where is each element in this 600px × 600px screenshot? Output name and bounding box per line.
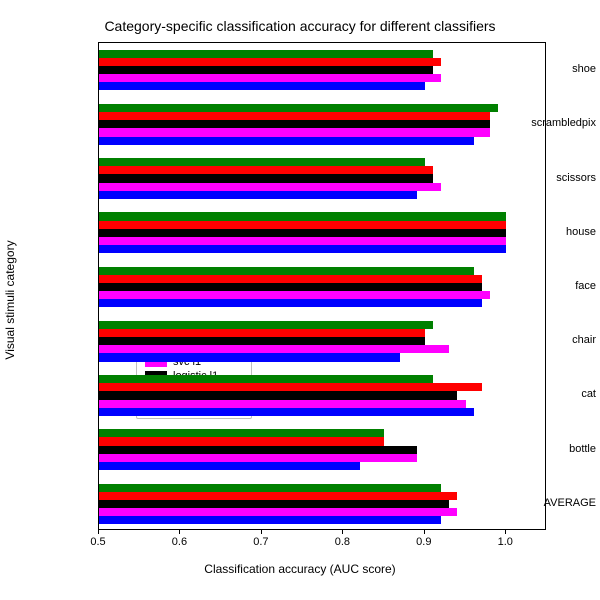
bar [99,112,490,120]
bar [99,383,482,391]
chart-title: Category-specific classification accurac… [0,18,600,34]
bar [99,174,433,182]
x-tick-label: 0.6 [172,536,187,548]
y-tick-label: shoe [504,63,596,75]
bar [99,375,433,383]
x-tick [261,530,262,534]
y-tick-label: bottle [504,443,596,455]
bar [99,484,441,492]
bar [99,337,425,345]
bar [99,391,457,399]
y-tick-label: cat [504,388,596,400]
x-tick [342,530,343,534]
bar [99,237,506,245]
x-tick [179,530,180,534]
bar [99,74,441,82]
plot-area: svc l2svc l1logistic l1logistic l2ridge … [98,42,546,530]
bar [99,400,466,408]
x-axis-label: Classification accuracy (AUC score) [0,562,600,576]
x-tick [505,530,506,534]
bar [99,408,474,416]
bar [99,212,506,220]
bar [99,50,433,58]
bar [99,321,433,329]
x-tick-label: 0.9 [416,536,431,548]
bar [99,283,482,291]
bar [99,516,441,524]
bar [99,329,425,337]
bar [99,275,482,283]
y-tick-label: house [504,226,596,238]
x-tick [424,530,425,534]
bar [99,454,417,462]
figure: Category-specific classification accurac… [0,0,600,600]
bar [99,183,441,191]
bar [99,462,360,470]
y-axis-label: Visual stimuli category [3,240,17,359]
bar [99,229,506,237]
y-tick-label: scrambledpix [504,117,596,129]
bar [99,492,457,500]
bar [99,245,506,253]
bar [99,166,433,174]
x-tick-label: 1.0 [498,536,513,548]
bar [99,221,506,229]
bar [99,267,474,275]
bar [99,353,400,361]
bar [99,128,490,136]
bar [99,120,490,128]
y-tick-label: face [504,280,596,292]
bar [99,500,449,508]
bar [99,191,417,199]
bar [99,299,482,307]
x-tick-label: 0.5 [90,536,105,548]
x-tick-label: 0.8 [335,536,350,548]
y-tick-label: scissors [504,172,596,184]
x-tick-label: 0.7 [253,536,268,548]
bar [99,291,490,299]
y-tick-label: chair [504,334,596,346]
bar [99,429,384,437]
bar [99,137,474,145]
bar [99,104,498,112]
bar [99,58,441,66]
y-tick-label: AVERAGE [504,497,596,509]
bar [99,446,417,454]
bar [99,437,384,445]
bar [99,158,425,166]
bar [99,66,433,74]
x-tick [98,530,99,534]
bar [99,82,425,90]
bar [99,345,449,353]
bar [99,508,457,516]
